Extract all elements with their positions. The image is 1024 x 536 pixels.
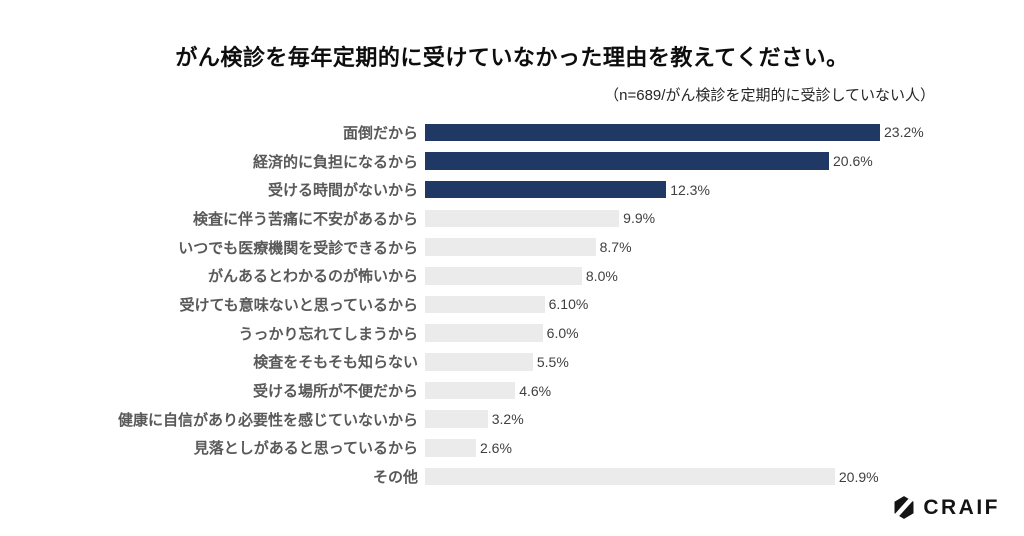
value-label: 20.9%: [838, 468, 879, 485]
chart-row: 検査に伴う苦痛に不安があるから 9.9%: [0, 204, 1024, 233]
bar: [425, 180, 667, 199]
bar-track: 8.0%: [425, 267, 985, 285]
bar: [425, 123, 880, 142]
bar: [425, 381, 516, 400]
category-label: 健康に自信があり必要性を感じていないから: [117, 411, 418, 429]
category-label: 経済的に負担になるから: [252, 153, 418, 171]
category-label: 受けても意味ないと思っているから: [179, 296, 418, 314]
bar-track: 2.6%: [425, 439, 985, 457]
bar-chart: 面倒だから 23.2% 経済的に負担になるから 20.6% 受ける時間がないから 12.3…: [0, 118, 1024, 491]
chart-row: 面倒だから 23.2%: [0, 118, 1024, 147]
bar-track: 6.0%: [425, 324, 985, 342]
bar-track: 20.6%: [425, 152, 985, 170]
chart-row: 健康に自信があり必要性を感じていないから 3.2%: [0, 405, 1024, 434]
value-label: 8.0%: [585, 267, 618, 284]
craif-hexagon-slash-logo-icon: [892, 495, 916, 520]
bar-track: 12.3%: [425, 180, 985, 199]
category-label: うっかり忘れてしまうから: [238, 325, 418, 343]
value-label: 20.6%: [833, 153, 873, 170]
value-label: 5.5%: [536, 353, 569, 370]
bar: [425, 324, 543, 342]
chart-row: 見落としがあると思っているから 2.6%: [0, 434, 1024, 463]
category-label: その他: [372, 469, 418, 487]
bar: [425, 209, 620, 228]
chart-row: がんあるとわかるのが怖いから 8.0%: [0, 261, 1024, 290]
value-label: 9.9%: [623, 210, 656, 227]
bar-track: 5.5%: [425, 353, 985, 371]
category-label: 検査に伴う苦痛に不安があるから: [192, 210, 418, 228]
logo-text: CRAIF: [923, 495, 1000, 519]
chart-row: 経済的に負担になるから 20.6%: [0, 147, 1024, 176]
chart-rows: 面倒だから 23.2% 経済的に負担になるから 20.6% 受ける時間がないから 12.3…: [0, 118, 1024, 491]
chart-row: 受けても意味ないと思っているから 6.10%: [0, 290, 1024, 319]
value-label: 3.2%: [491, 411, 524, 428]
value-label: 2.6%: [479, 439, 512, 456]
bar-track: 9.9%: [425, 209, 985, 228]
chart-title: がん検診を毎年定期的に受けていなかった理由を教えてください。: [175, 45, 849, 70]
chart-row: その他 20.9%: [0, 462, 1024, 491]
chart-subtitle: （n=689/がん検診を定期的に受診していない人）: [604, 87, 935, 104]
value-label: 8.7%: [599, 239, 632, 256]
bar-track: 3.2%: [425, 410, 985, 428]
bar: [425, 439, 476, 457]
value-label: 6.0%: [546, 325, 579, 342]
value-label: 6.10%: [548, 296, 589, 313]
bar: [425, 238, 596, 256]
bar-track: 4.6%: [425, 381, 985, 400]
value-label: 4.6%: [519, 382, 552, 399]
value-label: 23.2%: [884, 124, 924, 141]
category-label: いつでも医療機関を受診できるから: [178, 239, 418, 257]
bar: [425, 467, 835, 486]
value-label: 12.3%: [670, 181, 710, 198]
chart-row: うっかり忘れてしまうから 6.0%: [0, 319, 1024, 348]
bar: [425, 267, 582, 285]
bar: [425, 410, 488, 428]
bar: [425, 152, 829, 170]
bar-track: 20.9%: [425, 467, 985, 486]
bar-track: 23.2%: [425, 123, 985, 142]
category-label: がんあるとわかるのが怖いから: [207, 268, 418, 286]
chart-row: 受ける時間がないから 12.3%: [0, 175, 1024, 204]
category-label: 見落としがあると思っているから: [193, 440, 418, 458]
chart-row: 検査をそもそも知らない 5.5%: [0, 348, 1024, 377]
category-label: 受ける時間がないから: [267, 182, 418, 200]
category-label: 面倒だから: [342, 124, 418, 142]
category-label: 検査をそもそも知らない: [253, 354, 418, 372]
chart-row: いつでも医療機関を受診できるから 8.7%: [0, 233, 1024, 262]
category-label: 受ける場所が不便だから: [252, 383, 418, 401]
bar: [425, 353, 533, 371]
craif-logo: CRAIF: [892, 495, 1000, 520]
bar-track: 6.10%: [425, 295, 985, 314]
bar-track: 8.7%: [425, 238, 985, 256]
bar: [425, 295, 545, 314]
chart-row: 受ける場所が不便だから 4.6%: [0, 376, 1024, 405]
